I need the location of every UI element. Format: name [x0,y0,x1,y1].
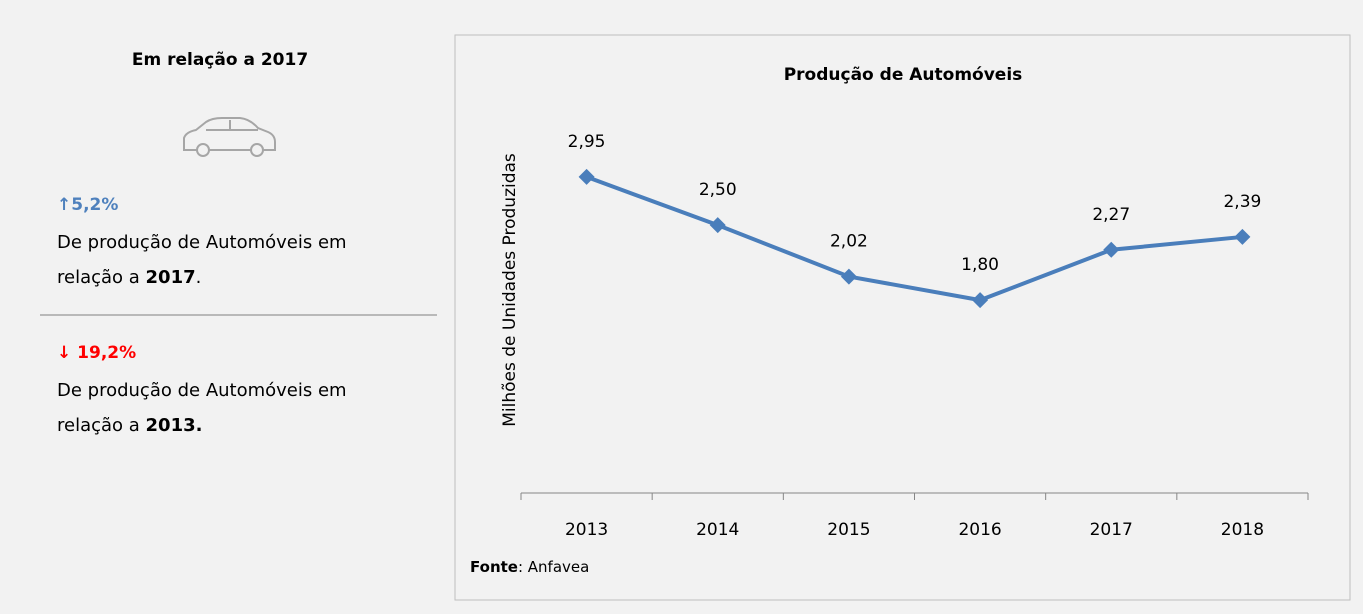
desc-line: De produção de Automóveis em [57,232,347,253]
desc-bold: 2017 [146,267,196,288]
desc-bold: 2013. [146,415,203,436]
panel-title: Em relação a 2017 [132,50,308,70]
marker [709,217,726,234]
desc-text: relação a [57,415,146,436]
change-down: ↓ 19,2% [57,343,136,363]
y-axis-label: Milhões de Unidades Produzidas [500,153,520,427]
line [585,175,1243,303]
x-tick-label: 2017 [1090,520,1133,540]
car-icon [183,117,276,157]
source-label: Fonte [470,558,518,576]
desc-line: relação a 2017. [57,267,201,288]
data-label: 2,27 [1092,205,1130,225]
marker [578,168,595,185]
marker [972,292,989,309]
x-tick-label: 2014 [696,520,739,540]
marker [1103,241,1120,258]
source: Fonte: Anfavea [470,558,589,576]
data-label: 2,39 [1223,192,1261,212]
data-label: 2,50 [699,180,737,200]
x-tick-label: 2013 [565,520,608,540]
marker [840,268,857,285]
data-label: 2,95 [568,132,606,152]
data-label: 1,80 [961,255,999,275]
chart-title: Produção de Automóveis [784,65,1023,85]
desc-end: . [196,267,202,288]
x-tick-label: 2016 [958,520,1001,540]
marker [1234,228,1251,245]
x-tick-label: 2018 [1221,520,1264,540]
data-label: 2,02 [830,232,868,252]
x-tick-label: 2015 [827,520,870,540]
desc-line: De produção de Automóveis em [57,380,347,401]
source-text: : Anfavea [518,558,589,576]
change-up: ↑5,2% [57,195,118,215]
chart-frame [454,34,1351,601]
desc-line: relação a 2013. [57,415,202,436]
desc-text: relação a [57,267,146,288]
